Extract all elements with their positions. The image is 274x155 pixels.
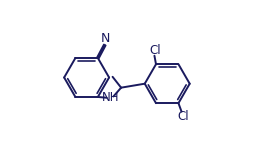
Text: Cl: Cl [149, 44, 161, 57]
Text: NH: NH [102, 91, 119, 104]
Text: Cl: Cl [177, 110, 189, 123]
Text: N: N [101, 32, 110, 45]
